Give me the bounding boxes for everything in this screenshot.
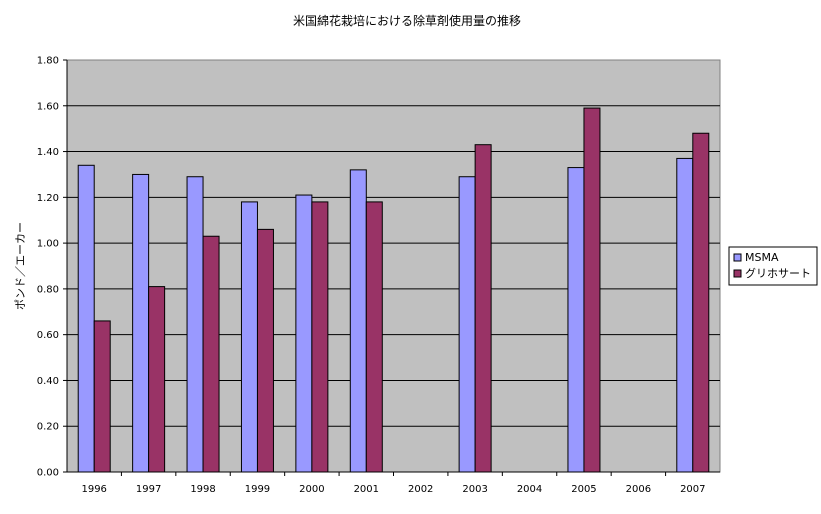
y-tick-label: 1.60 <box>37 101 59 112</box>
x-tick-label: 2005 <box>571 484 596 495</box>
bar-msma-2003 <box>458 176 476 473</box>
bar-msma-1996 <box>77 164 95 473</box>
x-tick-label: 2007 <box>680 484 705 495</box>
x-tick-label: 1998 <box>190 484 215 495</box>
bar-glyphosate-1999 <box>256 228 274 473</box>
x-tick-label: 2003 <box>462 484 487 495</box>
legend-swatch-msma <box>733 253 742 262</box>
y-axis-label: ポンド／エーカー <box>14 222 27 310</box>
bar-glyphosate-1996 <box>93 320 111 473</box>
x-tick-label: 1996 <box>81 484 106 495</box>
x-tick-label: 2002 <box>408 484 433 495</box>
plot-area <box>66 59 721 473</box>
legend-label-msma: MSMA <box>745 251 779 264</box>
bar-msma-2001 <box>349 169 367 473</box>
x-tick-label: 2006 <box>626 484 651 495</box>
y-tick-label: 1.20 <box>37 193 59 204</box>
y-tick-label: 0.40 <box>37 376 59 387</box>
bar-glyphosate-2001 <box>365 201 383 473</box>
y-tick-label: 1.40 <box>37 147 59 158</box>
y-tick-label: 0.00 <box>37 468 59 479</box>
chart-title: 米国綿花栽培における除草剤使用量の推移 <box>293 13 521 28</box>
y-tick-label: 1.80 <box>37 56 59 67</box>
y-tick-label: 0.20 <box>37 422 59 433</box>
gridlines <box>67 105 720 427</box>
legend-swatch-glyphosate <box>733 269 742 278</box>
bar-glyphosate-2003 <box>474 144 492 473</box>
bar-msma-2000 <box>295 194 313 473</box>
bar-glyphosate-1998 <box>202 235 220 473</box>
bar-msma-1997 <box>132 173 150 473</box>
x-tick-label: 2004 <box>517 484 542 495</box>
bar-msma-2005 <box>567 167 585 473</box>
x-tick-label: 2001 <box>354 484 379 495</box>
legend: MSMA グリホサート <box>728 246 818 286</box>
bar-glyphosate-1997 <box>148 286 166 473</box>
bar-glyphosate-2000 <box>311 201 329 473</box>
y-tick-label: 1.00 <box>37 239 59 250</box>
x-axis-ticks: 1996 1997 1998 1999 2000 2001 2002 2003 2004 2005… <box>81 472 706 495</box>
y-tick-label: 0.80 <box>37 284 59 295</box>
legend-box <box>728 246 818 286</box>
bar-glyphosate-2007 <box>692 132 710 473</box>
y-tick-label: 0.60 <box>37 330 59 341</box>
legend-label-glyphosate: グリホサート <box>745 266 811 280</box>
bar-msma-1999 <box>240 201 258 473</box>
bars <box>77 107 710 473</box>
bar-msma-1998 <box>186 176 204 473</box>
x-tick-label: 1999 <box>245 484 270 495</box>
bar-msma-2007 <box>676 157 694 473</box>
bar-glyphosate-2005 <box>583 107 601 473</box>
x-tick-label: 2000 <box>299 484 324 495</box>
x-tick-label: 1997 <box>136 484 161 495</box>
